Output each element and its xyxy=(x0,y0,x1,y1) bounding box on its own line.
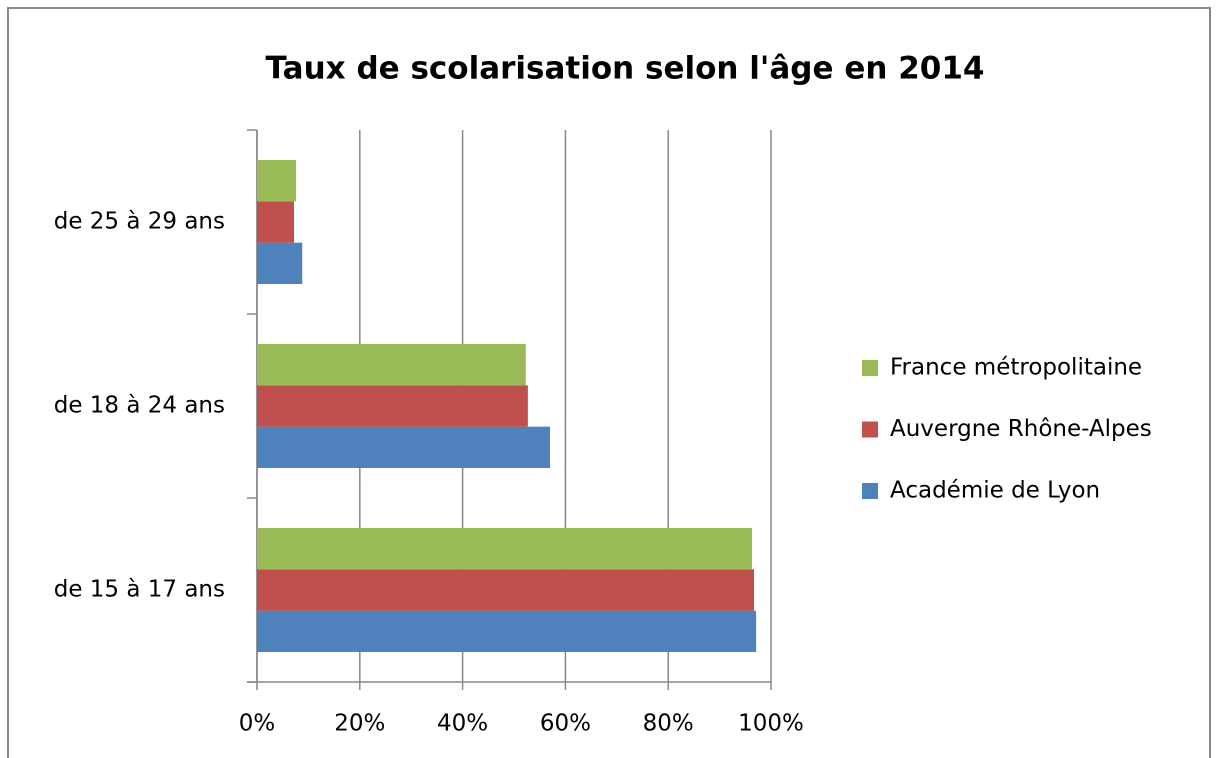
legend-swatch xyxy=(862,360,878,376)
x-tick-label: 40% xyxy=(437,711,488,737)
x-tick-label: 20% xyxy=(334,711,385,737)
bar xyxy=(257,160,297,202)
bar xyxy=(257,344,526,386)
legend-swatch xyxy=(862,483,878,499)
bar xyxy=(257,610,757,652)
legend-label: Académie de Lyon xyxy=(890,478,1100,504)
x-tick-label: 60% xyxy=(540,711,591,737)
x-tick-label: 0% xyxy=(239,711,276,737)
legend-swatch xyxy=(862,421,878,438)
x-tick-label: 80% xyxy=(643,711,694,737)
bar xyxy=(257,528,752,570)
legend-label: France métropolitaine xyxy=(890,355,1142,381)
bar xyxy=(257,569,755,611)
y-tick-label: de 15 à 17 ans xyxy=(54,577,225,603)
y-tick-label: de 18 à 24 ans xyxy=(54,393,225,419)
bar xyxy=(257,242,303,284)
legend-label: Auvergne Rhône-Alpes xyxy=(890,416,1152,442)
chart-title: Taux de scolarisation selon l'âge en 201… xyxy=(266,51,985,87)
bar xyxy=(257,201,295,243)
bar xyxy=(257,426,550,468)
y-tick-label: de 25 à 29 ans xyxy=(54,209,225,235)
bar xyxy=(257,385,528,427)
x-tick-label: 100% xyxy=(738,711,804,737)
